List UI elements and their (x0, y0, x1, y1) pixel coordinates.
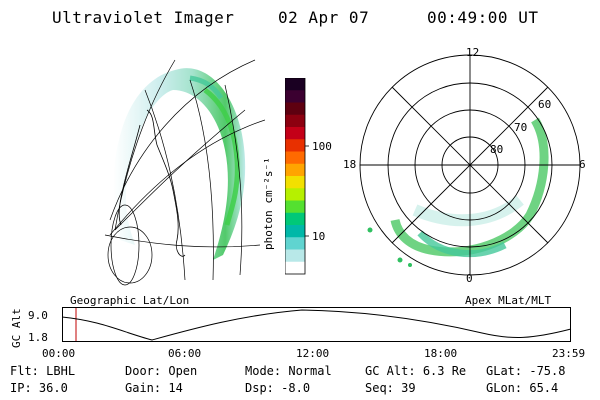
altitude-xtick-1800: 18:00 (424, 347, 458, 360)
altitude-xtick-0600: 06:00 (168, 347, 202, 360)
status-mode: Mode: Normal (245, 364, 332, 378)
status-ip: IP: 36.0 (10, 381, 68, 395)
geographic-aurora-image (104, 59, 265, 286)
colorbar-segment (285, 90, 305, 103)
status-gain: Gain: 14 (125, 381, 183, 395)
colorbar-segment (285, 151, 305, 165)
status-seq: Seq: 39 (365, 381, 416, 395)
status-door: Door: Open (125, 364, 198, 378)
colorbar-tick-100: 100 (312, 140, 332, 153)
mlat-label-60: 60 (538, 98, 552, 111)
apex-panel-label: Apex MLat/MLT (465, 294, 552, 307)
colorbar-segment (285, 212, 305, 226)
status-flt: Flt: LBHL (10, 364, 76, 378)
altitude-ytick-low: 1.8 (28, 331, 48, 344)
colorbar-gradient (285, 78, 305, 275)
colorbar-segment (285, 163, 305, 177)
colorbar-segment (285, 78, 305, 91)
date-label: 02 Apr 07 (278, 8, 370, 27)
mlt-label-18: 18 (343, 158, 357, 171)
mlat-label-80: 80 (490, 143, 504, 156)
polar-mlat-mlt-plot (359, 54, 581, 276)
altitude-ytick-high: 9.0 (28, 309, 48, 322)
altitude-xtick-1200: 12:00 (296, 347, 330, 360)
altitude-curve (62, 309, 572, 341)
altitude-xtick-2359: 23:59 (552, 347, 586, 360)
colorbar-segment (285, 188, 305, 201)
colorbar (285, 78, 309, 275)
mlt-label-0: 0 (466, 272, 473, 285)
status-dsp: Dsp: -8.0 (245, 381, 311, 395)
colorbar-segment (285, 225, 305, 238)
colorbar-segment (285, 261, 305, 275)
mlt-label-12: 12 (466, 46, 480, 59)
colorbar-segment (285, 176, 305, 189)
mlat-label-70: 70 (514, 121, 528, 134)
colorbar-tick-10: 10 (312, 230, 326, 243)
colorbar-segment (285, 102, 305, 116)
colorbar-unit-label: photon cm⁻²s⁻¹ (262, 157, 275, 250)
time-label: 00:49:00 UT (427, 8, 539, 27)
instrument-title: Ultraviolet Imager (52, 8, 235, 27)
colorbar-segment (285, 139, 305, 152)
colorbar-segment (285, 127, 305, 140)
colorbar-segment (285, 200, 305, 214)
status-glat: GLat: -75.8 (486, 364, 566, 378)
altitude-ylabel: GC Alt (10, 308, 23, 348)
colorbar-segment (285, 237, 305, 250)
status-gc-alt: GC Alt: 6.3 Re (365, 364, 467, 378)
altitude-plot (62, 307, 572, 342)
mlt-label-6: 6 (579, 158, 586, 171)
colorbar-segment (285, 114, 305, 128)
geographic-panel-label: Geographic Lat/Lon (70, 294, 190, 307)
colorbar-segment (285, 249, 305, 263)
status-glon: GLon: 65.4 (486, 381, 559, 395)
altitude-xtick-0000: 00:00 (42, 347, 76, 360)
